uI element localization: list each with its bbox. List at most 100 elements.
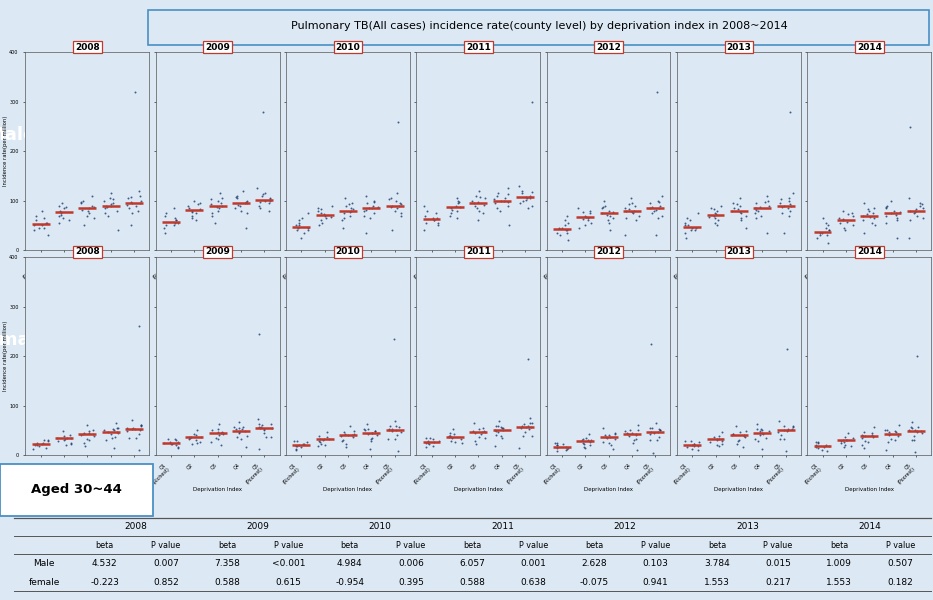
Point — [773, 434, 787, 443]
Point — [168, 215, 183, 225]
Point — [81, 208, 96, 218]
Point — [760, 191, 775, 200]
Point — [819, 440, 834, 449]
Title: 2010: 2010 — [336, 43, 360, 52]
Point — [811, 443, 826, 453]
Point — [36, 223, 51, 233]
Point — [786, 422, 801, 431]
Point — [738, 211, 753, 220]
Point — [646, 448, 661, 457]
Point — [380, 434, 395, 443]
Point — [313, 437, 327, 447]
Point — [679, 233, 694, 242]
Point — [160, 434, 175, 444]
Point — [28, 215, 43, 225]
Point — [316, 434, 331, 443]
Point — [783, 199, 798, 209]
Point — [35, 438, 50, 448]
Point — [344, 199, 359, 208]
Point — [730, 439, 745, 448]
Point — [82, 436, 97, 445]
Point — [77, 221, 91, 230]
Point — [32, 442, 47, 451]
Text: 0.615: 0.615 — [275, 578, 301, 587]
Point — [864, 430, 879, 440]
Point — [651, 203, 666, 213]
Point — [125, 423, 140, 433]
Point — [493, 431, 508, 440]
Point — [650, 213, 665, 223]
Point — [815, 228, 829, 238]
Text: 2.628: 2.628 — [581, 559, 607, 568]
Point — [478, 433, 493, 443]
Point — [602, 430, 617, 440]
Point — [607, 428, 622, 437]
Point — [866, 213, 881, 223]
Point — [619, 206, 634, 215]
Point — [212, 188, 227, 198]
Point — [677, 436, 692, 446]
Point — [864, 428, 879, 438]
Point — [571, 203, 586, 213]
Point — [494, 196, 508, 206]
Point — [524, 419, 539, 428]
Point — [679, 442, 694, 452]
Point — [879, 203, 894, 213]
Point — [419, 439, 434, 448]
Point — [390, 203, 405, 213]
Point — [777, 201, 792, 211]
Point — [133, 422, 148, 431]
Point — [211, 203, 226, 213]
Point — [87, 431, 102, 441]
Point — [358, 228, 373, 238]
Point — [780, 203, 795, 213]
Point — [711, 434, 726, 443]
Point — [121, 433, 136, 443]
Point — [290, 223, 305, 233]
Point — [488, 425, 503, 434]
Point — [496, 196, 511, 206]
Point — [79, 211, 94, 220]
Point — [888, 208, 903, 218]
Point — [465, 196, 480, 206]
Point — [467, 428, 482, 438]
Point — [454, 439, 469, 448]
Point — [644, 427, 659, 437]
Point — [476, 424, 491, 433]
Text: beta: beta — [95, 541, 114, 550]
Point — [169, 436, 184, 445]
Point — [819, 446, 834, 456]
Point — [890, 431, 905, 440]
Point — [341, 199, 356, 209]
Point — [104, 199, 118, 209]
Point — [715, 436, 730, 446]
Point — [782, 211, 797, 220]
Point — [472, 186, 487, 196]
Point — [104, 433, 119, 443]
Point — [235, 422, 250, 431]
Point — [845, 221, 860, 230]
Point — [577, 442, 592, 451]
Point — [891, 420, 906, 430]
Point — [887, 426, 902, 436]
Point — [726, 429, 741, 439]
Point — [450, 206, 465, 215]
Point — [29, 440, 44, 450]
Point — [772, 416, 787, 426]
Point — [597, 196, 612, 206]
Point — [383, 422, 397, 431]
Point — [133, 421, 148, 430]
Point — [522, 413, 537, 423]
Point — [582, 440, 597, 450]
Point — [125, 208, 140, 218]
Point — [171, 437, 186, 446]
Point — [602, 206, 617, 215]
Point — [183, 432, 198, 442]
Point — [860, 437, 875, 447]
Point — [522, 193, 537, 203]
Point — [425, 441, 440, 451]
Title: 2012: 2012 — [596, 247, 621, 256]
Point — [647, 428, 661, 437]
Point — [418, 218, 433, 228]
Point — [525, 97, 540, 107]
